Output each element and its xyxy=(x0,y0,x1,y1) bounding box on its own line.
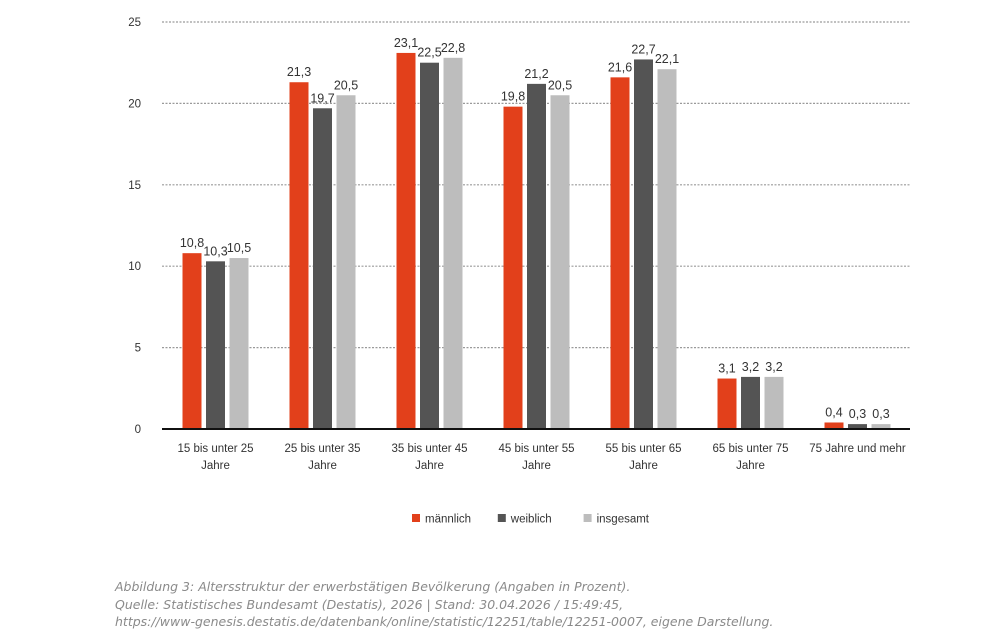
x-tick-label: Jahre xyxy=(415,460,444,472)
bar xyxy=(610,77,630,430)
y-tick-label: 20 xyxy=(128,98,141,110)
data-label: 20,5 xyxy=(548,78,572,92)
y-tick-label: 0 xyxy=(135,424,141,436)
data-label: 10,8 xyxy=(180,236,204,250)
x-tick-label: 15 bis unter 25 xyxy=(177,443,253,455)
data-label: 0,3 xyxy=(849,407,866,421)
data-label: 0,4 xyxy=(825,405,842,419)
caption-url: https://www-genesis.destatis.de/datenban… xyxy=(115,614,774,629)
y-tick-label: 5 xyxy=(135,343,141,355)
bar xyxy=(764,376,784,429)
bar xyxy=(634,59,653,429)
x-tick-label: 65 bis unter 75 xyxy=(712,443,788,455)
y-tick-label: 25 xyxy=(128,17,141,29)
data-label: 21,3 xyxy=(287,65,311,79)
data-label: 10,5 xyxy=(227,241,251,255)
x-tick-label: 55 bis unter 65 xyxy=(605,443,681,455)
data-label: 21,2 xyxy=(524,67,548,81)
bar xyxy=(871,424,891,429)
legend-label: insgesamt xyxy=(597,514,650,526)
x-tick-label: Jahre xyxy=(308,460,337,472)
bar xyxy=(420,62,439,429)
legend-label: männlich xyxy=(425,514,471,526)
bar xyxy=(527,83,546,429)
caption-source: Quelle: Statistisches Bundesamt (Destati… xyxy=(115,596,624,612)
data-label: 20,5 xyxy=(334,78,358,92)
bar xyxy=(182,253,202,429)
legend-swatch xyxy=(497,514,506,522)
data-label: 19,8 xyxy=(501,90,525,104)
x-tick-label: 25 bis unter 35 xyxy=(284,443,360,455)
data-label: 3,2 xyxy=(742,360,759,374)
bar xyxy=(503,106,523,429)
x-tick-label: Jahre xyxy=(522,460,551,472)
x-tick-label: 75 Jahre und mehr xyxy=(809,443,906,455)
x-tick-label: Jahre xyxy=(201,460,230,472)
bar xyxy=(313,108,332,429)
y-tick-label: 10 xyxy=(128,261,141,273)
bar xyxy=(717,378,737,429)
x-tick-label: Jahre xyxy=(736,460,765,472)
legend-label: weiblich xyxy=(510,514,552,526)
legend-swatch xyxy=(412,514,420,522)
data-label: 19,7 xyxy=(310,91,334,105)
data-label: 3,2 xyxy=(765,360,782,374)
figure-caption: Abbildung 3: Altersstruktur der erwerbst… xyxy=(115,578,773,631)
bar xyxy=(848,424,867,429)
data-label: 3,1 xyxy=(718,362,735,376)
bar xyxy=(550,95,570,429)
bar xyxy=(336,95,356,429)
bar xyxy=(289,82,309,430)
bar xyxy=(657,69,677,429)
legend-swatch xyxy=(583,514,592,522)
bar xyxy=(396,52,416,429)
data-label: 10,3 xyxy=(203,244,227,258)
x-tick-label: 35 bis unter 45 xyxy=(391,443,467,455)
data-label: 23,1 xyxy=(394,36,418,50)
data-label: 22,1 xyxy=(655,52,679,66)
data-label: 0,3 xyxy=(872,407,889,421)
data-label: 22,7 xyxy=(631,42,655,56)
data-label: 21,6 xyxy=(608,60,632,74)
bar xyxy=(824,422,844,429)
bar xyxy=(229,258,249,429)
bar xyxy=(741,376,760,429)
x-tick-label: Jahre xyxy=(629,460,658,472)
data-label: 22,5 xyxy=(417,46,441,60)
bar xyxy=(443,57,463,429)
bar xyxy=(206,261,225,429)
y-tick-label: 15 xyxy=(128,180,141,192)
caption-title: Abbildung 3: Altersstruktur der erwerbst… xyxy=(115,579,631,594)
x-tick-label: 45 bis unter 55 xyxy=(498,443,574,455)
data-label: 22,8 xyxy=(441,41,465,55)
